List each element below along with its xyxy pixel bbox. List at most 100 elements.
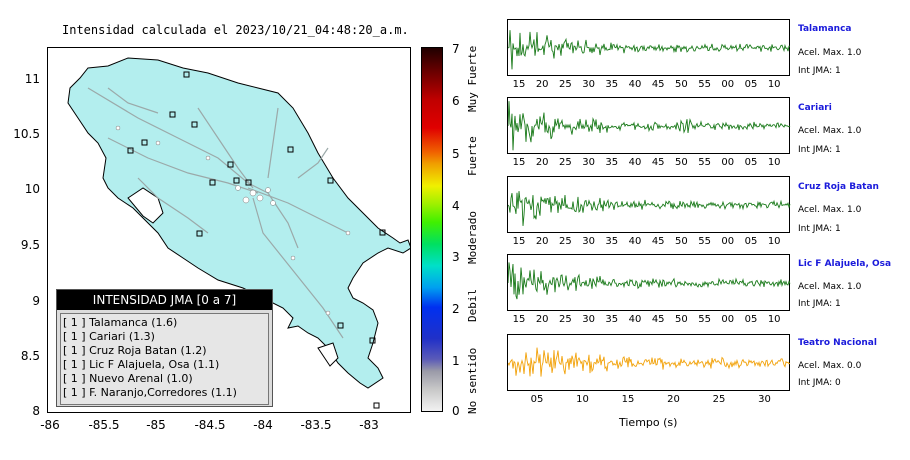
colorbar-tick: 7: [452, 42, 460, 56]
map-canvas: [67, 57, 410, 409]
time-axis-label: Tiempo (s): [619, 416, 678, 429]
time-tick: 55: [698, 314, 711, 325]
time-tick: 55: [698, 79, 711, 90]
time-tick: 10: [767, 236, 781, 247]
lat-tick: 11: [24, 72, 40, 86]
colorbar-tick: 4: [452, 199, 460, 213]
seismogram-line: [508, 347, 791, 377]
time-tick: 45: [651, 157, 665, 168]
nicoya-gulf: [127, 187, 164, 224]
time-tick: 45: [651, 314, 665, 325]
trace-panel-teatro-nacional[interactable]: [507, 334, 791, 391]
seismogram-line: [508, 191, 791, 226]
station-name: Teatro Nacional: [798, 338, 877, 348]
time-tick: 30: [582, 157, 595, 168]
colorbar-label: Debil: [466, 288, 479, 322]
colorbar-label: Fuerte: [466, 136, 479, 176]
time-tick: 00: [721, 157, 735, 168]
time-tick: 45: [651, 236, 665, 247]
station-acel: Acel. Max. 0.0: [798, 361, 862, 371]
time-tick: 10: [576, 394, 589, 405]
station-name: Talamanca: [798, 24, 852, 34]
time-tick: 45: [651, 79, 665, 90]
trace-panel-cruz-roja-batan[interactable]: [507, 176, 791, 233]
time-tick: 15: [512, 79, 526, 90]
colorbar-tick: 1: [452, 354, 460, 368]
time-tick: 05: [744, 157, 758, 168]
legend-row: [ 1 ] Lic F Alajuela, Osa (1.1): [63, 358, 220, 371]
time-tick: 25: [559, 79, 572, 90]
seismogram-trace: [508, 101, 791, 151]
time-tick: 20: [535, 157, 549, 168]
legend-list: [ 1 ] Talamanca (1.6) [ 1 ] Cariari (1.3…: [60, 313, 269, 405]
time-tick: 25: [559, 314, 572, 325]
legend-row: [ 1 ] Cariari (1.3): [63, 330, 155, 343]
station-name: Cariari: [798, 103, 832, 113]
lon-tick: -83: [359, 418, 379, 432]
station-acel: Acel. Max. 1.0: [798, 48, 862, 58]
time-tick: 20: [667, 394, 680, 405]
costa-rica-landmass: [67, 57, 410, 389]
legend-title: INTENSIDAD JMA [0 a 7]: [57, 290, 272, 310]
time-tick: 35: [605, 157, 619, 168]
seismogram-line: [508, 101, 791, 151]
colorbar-label: Moderado: [466, 211, 479, 264]
colorbar-tick: 2: [452, 302, 460, 316]
time-tick: 05: [744, 236, 758, 247]
time-tick: 25: [559, 157, 572, 168]
station-acel: Acel. Max. 1.0: [798, 205, 862, 215]
time-tick: 10: [767, 314, 781, 325]
lon-tick: -84.5: [194, 418, 226, 432]
time-tick: 30: [582, 236, 595, 247]
lat-tick: 9.5: [20, 238, 40, 252]
time-tick: 15: [512, 236, 526, 247]
time-tick: 15: [621, 394, 635, 405]
time-tick: 50: [675, 157, 688, 168]
time-tick: 05: [530, 394, 544, 405]
time-tick: 15: [512, 157, 526, 168]
legend-row: [ 1 ] Nuevo Arenal (1.0): [63, 372, 193, 385]
time-tick: 40: [628, 79, 642, 90]
time-tick: 50: [675, 314, 688, 325]
legend-row: [ 1 ] Talamanca (1.6): [63, 316, 178, 329]
city-points: [115, 125, 351, 316]
lon-tick: -86: [40, 418, 60, 432]
page-title: Intensidad calculada el 2023/10/21_04:48…: [62, 23, 409, 37]
time-tick: 25: [559, 236, 572, 247]
seismogram-line: [508, 262, 791, 300]
time-tick: 35: [605, 236, 619, 247]
time-tick: 00: [721, 314, 735, 325]
lon-tick: -83.5: [300, 418, 332, 432]
trace-panel-talamanca[interactable]: [507, 19, 790, 76]
time-tick: 20: [535, 236, 549, 247]
colorbar-tick: 5: [452, 147, 460, 161]
time-tick: 30: [758, 394, 771, 405]
seismogram-line: [508, 30, 790, 70]
seismogram-trace: [508, 347, 791, 377]
time-tick: 55: [698, 157, 711, 168]
lon-tick: -85.5: [88, 418, 120, 432]
legend-row: [ 1 ] Cruz Roja Batan (1.2): [63, 344, 207, 357]
seismogram-trace: [508, 30, 790, 70]
time-tick: 15: [512, 314, 526, 325]
station-int: Int JMA: 1: [798, 66, 841, 76]
time-tick: 35: [605, 314, 619, 325]
trace-panel-lic-f-alajuela[interactable]: [507, 254, 791, 311]
time-tick: 10: [767, 157, 781, 168]
lat-tick: 9: [32, 294, 40, 308]
time-tick: 20: [535, 314, 549, 325]
time-tick: 50: [675, 79, 688, 90]
station-int: Int JMA: 0: [798, 378, 841, 388]
seismogram-trace: [508, 262, 791, 300]
station-int: Int JMA: 1: [798, 224, 841, 234]
lon-tick: -85: [146, 418, 166, 432]
time-tick: 40: [628, 314, 642, 325]
lat-tick: 10: [24, 182, 40, 196]
time-tick: 05: [744, 79, 758, 90]
station-int: Int JMA: 1: [798, 145, 841, 155]
lat-tick: 8.5: [20, 349, 40, 363]
colorbar-tick: 6: [452, 94, 460, 108]
legend-row: [ 1 ] F. Naranjo,Corredores (1.1): [63, 386, 237, 399]
trace-panel-cariari[interactable]: [507, 97, 791, 154]
station-acel: Acel. Max. 1.0: [798, 282, 862, 292]
